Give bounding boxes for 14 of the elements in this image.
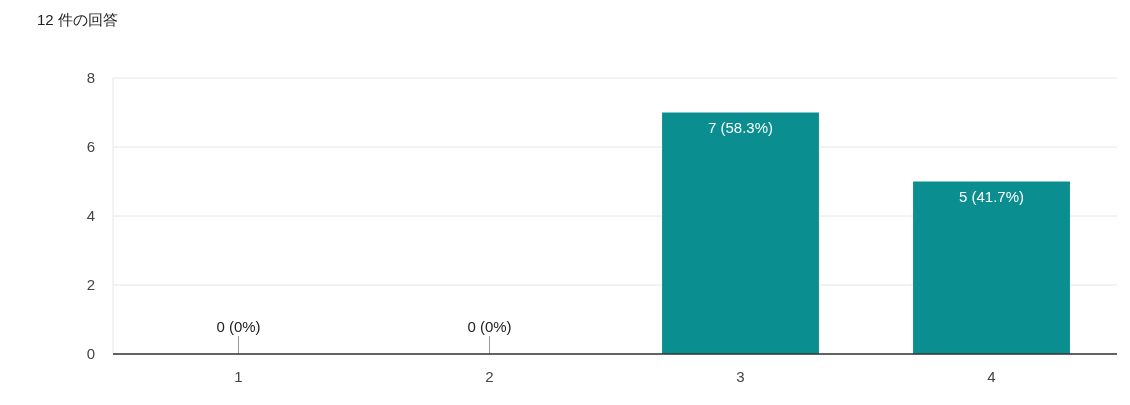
chart-title: 12 件の回答 bbox=[37, 11, 118, 28]
x-tick-label: 4 bbox=[987, 368, 996, 385]
data-label: 7 (58.3%) bbox=[707, 118, 774, 136]
data-label: 0 (0%) bbox=[216, 318, 261, 335]
data-label: 5 (41.7%) bbox=[958, 187, 1025, 205]
y-tick-label: 6 bbox=[86, 138, 95, 155]
y-tick-label: 8 bbox=[86, 69, 95, 86]
data-label: 0 (0%) bbox=[467, 318, 512, 335]
y-tick-label: 0 bbox=[86, 345, 95, 362]
y-tick-label: 4 bbox=[86, 207, 95, 224]
x-tick-label: 2 bbox=[485, 368, 494, 385]
x-tick-label: 1 bbox=[234, 368, 243, 385]
y-tick-label: 2 bbox=[86, 276, 95, 293]
x-tick-label: 3 bbox=[736, 368, 745, 385]
